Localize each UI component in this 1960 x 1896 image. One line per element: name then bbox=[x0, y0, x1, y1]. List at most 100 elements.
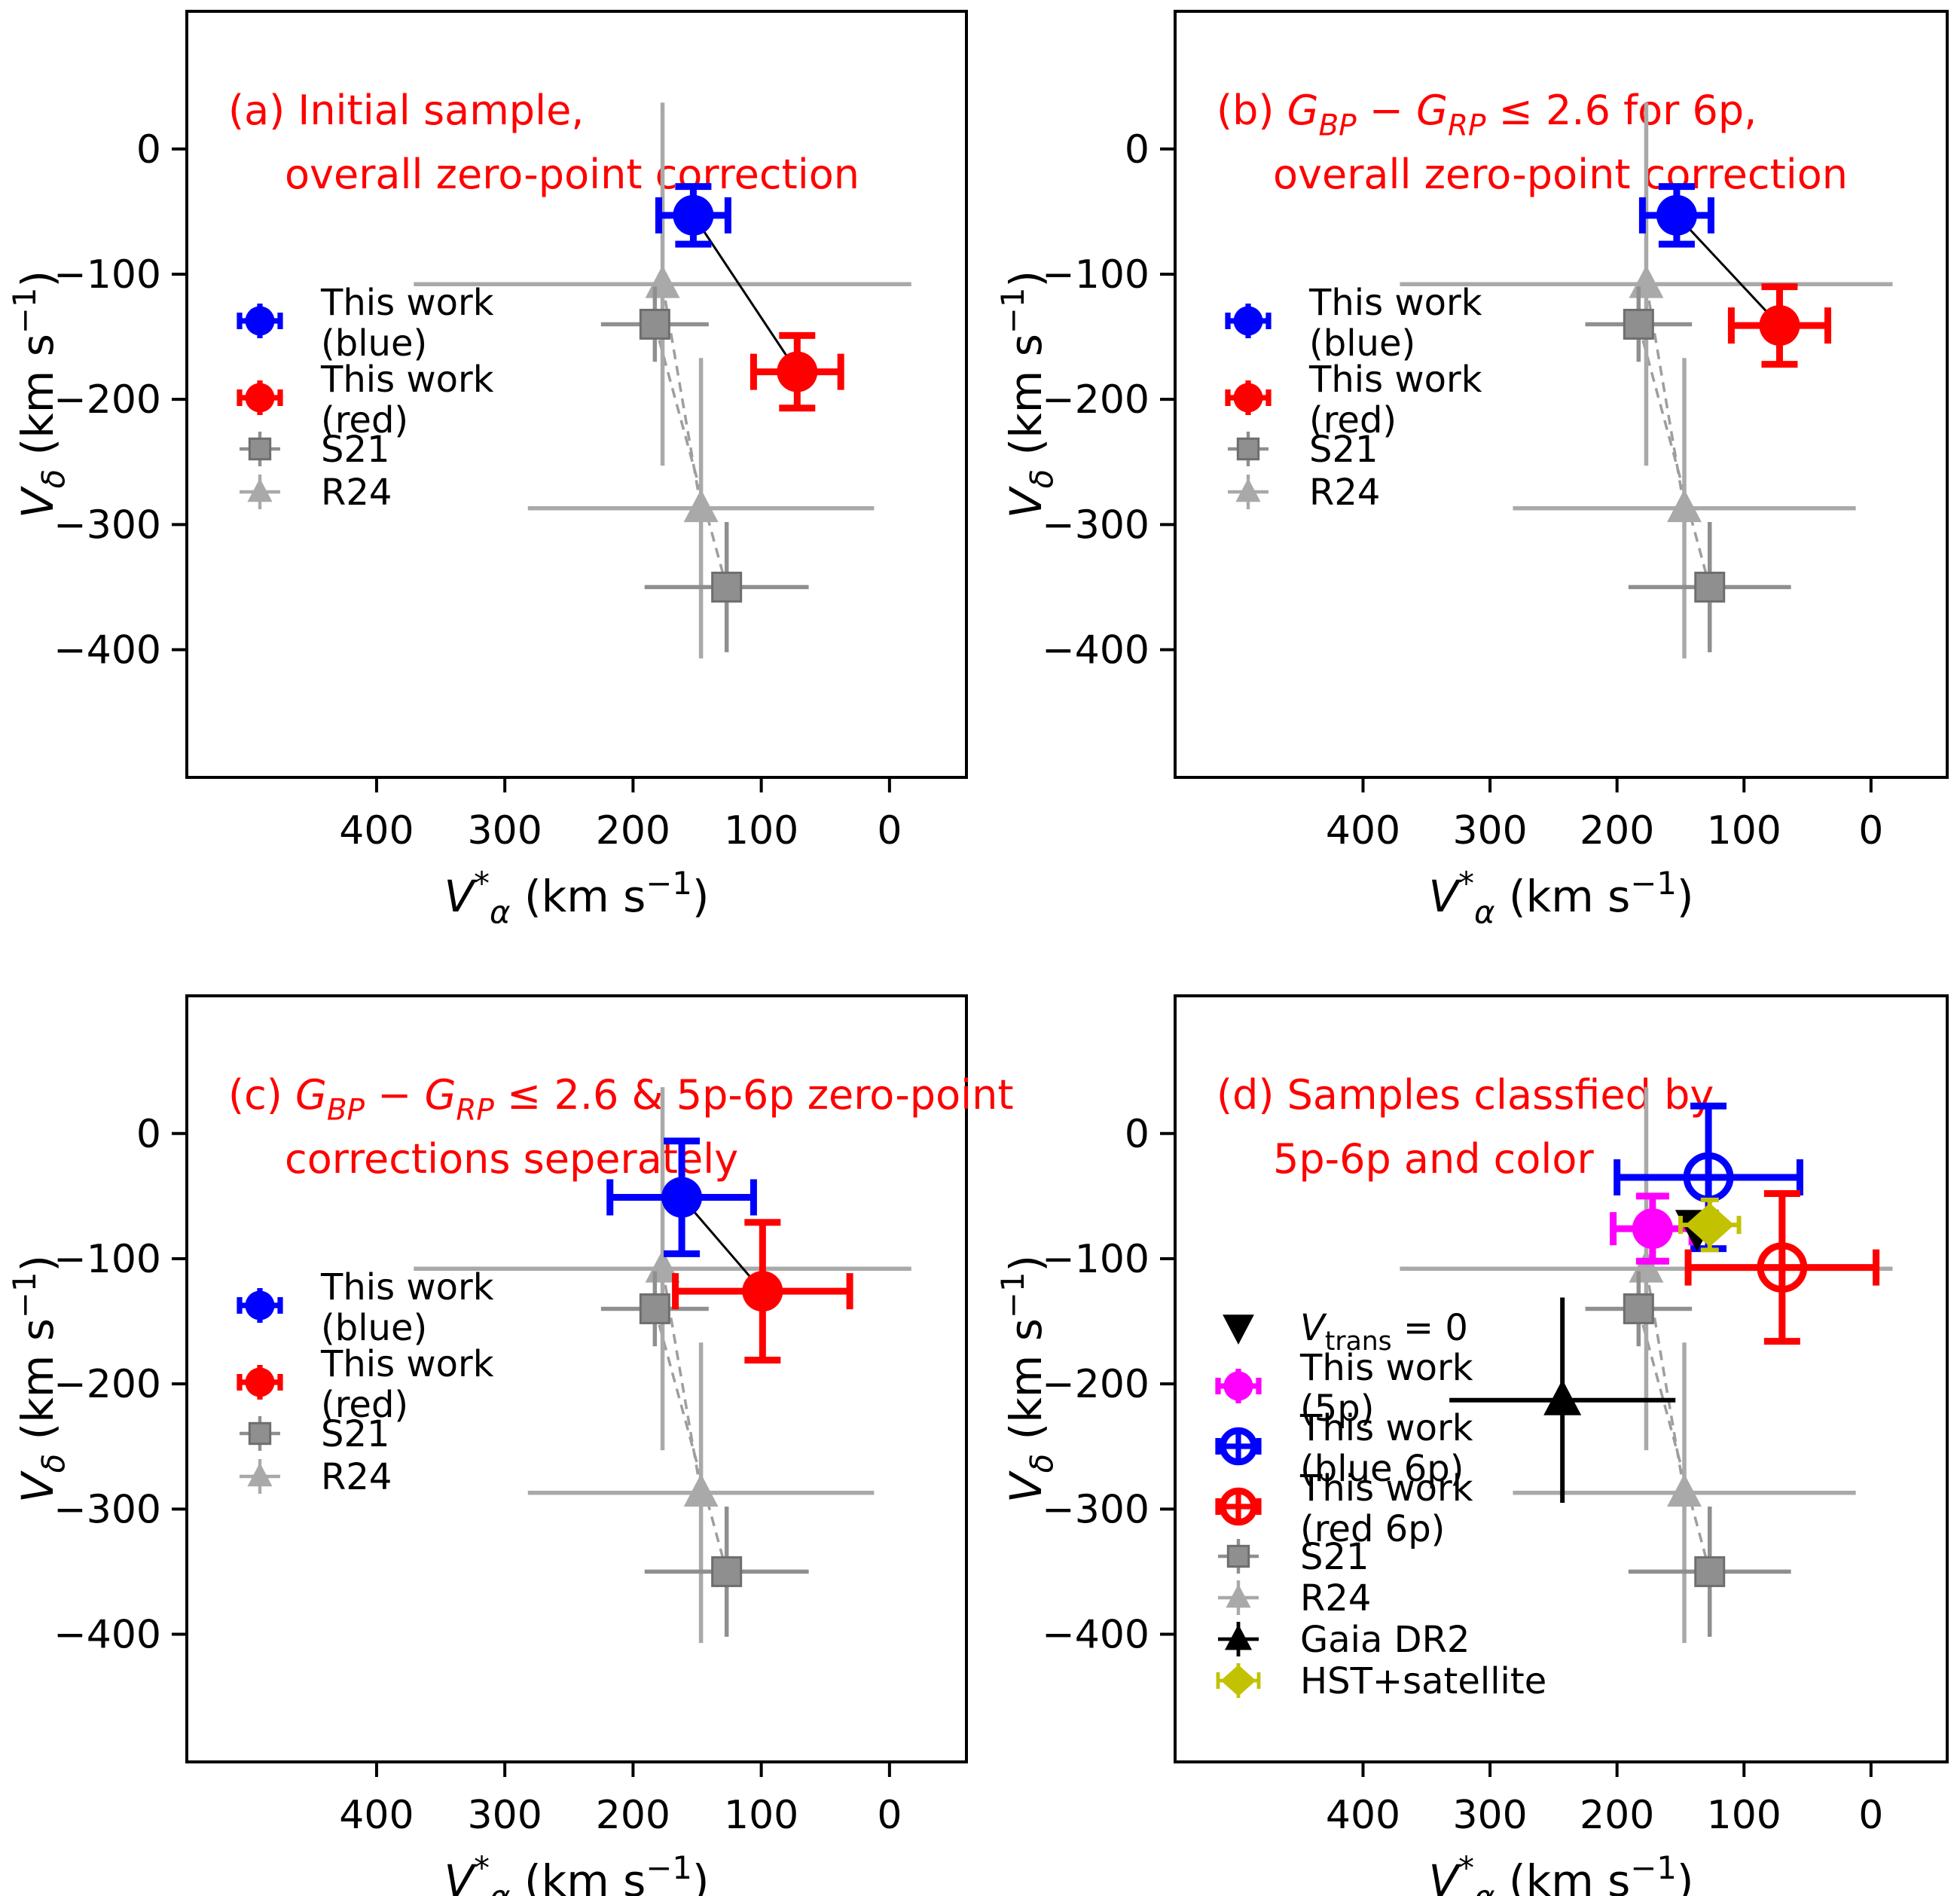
legend-label: S21 bbox=[1309, 429, 1378, 471]
data-point-this-work-blue bbox=[1656, 194, 1697, 236]
y-tick-label: −100 bbox=[53, 1237, 161, 1282]
panel-title-line-1: (b) GBP​ − GRP​ ≤ 2.6 for 6p, bbox=[1217, 87, 1757, 143]
series-this-work-blue bbox=[655, 183, 731, 248]
series-this-work-red-6p bbox=[1684, 1190, 1880, 1345]
x-axis-label: V*​α​ (km s−1​) bbox=[444, 865, 709, 931]
data-point-r24 bbox=[1629, 1249, 1664, 1283]
series-r24 bbox=[414, 1087, 911, 1644]
series-s21 bbox=[600, 1271, 809, 1637]
data-point-s21 bbox=[711, 571, 743, 603]
legend-entry-this-work-red: This work(red) bbox=[237, 359, 494, 441]
data-point-this-work-red bbox=[1759, 305, 1800, 347]
data-point-s21 bbox=[1623, 1293, 1654, 1324]
y-tick-label: −200 bbox=[1042, 1362, 1149, 1407]
series-hst-satellite bbox=[1678, 1197, 1742, 1253]
data-point-r24 bbox=[1667, 489, 1702, 523]
data-point-r24 bbox=[683, 1473, 719, 1507]
series-this-work-blue bbox=[1638, 183, 1714, 248]
legend-label: R24 bbox=[1309, 472, 1380, 514]
x-tick-label: 100 bbox=[1707, 1793, 1781, 1838]
legend-label: This work bbox=[1308, 359, 1482, 401]
data-point-this-work-blue bbox=[673, 194, 714, 236]
legend-entry-gaia-dr2: Gaia DR2 bbox=[1218, 1619, 1470, 1661]
series-this-work-red bbox=[1727, 283, 1832, 368]
y-tick-label: −100 bbox=[1042, 1237, 1149, 1282]
x-tick-label: 300 bbox=[468, 1793, 542, 1838]
legend-label: (5p) bbox=[1300, 1388, 1374, 1430]
legend-entry-vtrans: Vtrans​ = 0 bbox=[1223, 1307, 1468, 1357]
x-tick-label: 100 bbox=[1707, 808, 1781, 853]
x-axis-label: V*​α​ (km s−1​) bbox=[444, 1849, 709, 1896]
legend-label: This work bbox=[320, 1266, 494, 1308]
data-point-gaia-dr2 bbox=[1543, 1379, 1582, 1415]
panel-title-line-1: (a) Initial sample, bbox=[228, 87, 584, 134]
blue-red-connector bbox=[680, 1196, 764, 1293]
y-tick-label: −400 bbox=[1042, 628, 1149, 673]
legend-label: R24 bbox=[1300, 1577, 1371, 1620]
data-point-this-work-blue bbox=[661, 1177, 703, 1218]
legend-marker-this-work-red-6p bbox=[1219, 1487, 1258, 1526]
y-tick-label: −300 bbox=[1042, 502, 1149, 548]
data-point-this-work-red bbox=[777, 351, 818, 392]
legend-label: R24 bbox=[321, 472, 392, 514]
axes-spines bbox=[1174, 10, 1949, 779]
legend-marker-this-work-blue-6p bbox=[1219, 1427, 1258, 1466]
panel-a: 400 300 200 100 0 0 −100 −200 −300 −400 V*​α​ (km … bbox=[6, 10, 968, 931]
y-tick-label: −200 bbox=[53, 1362, 161, 1407]
x-tick-label: 0 bbox=[1858, 1793, 1883, 1838]
legend-marker-s21 bbox=[248, 437, 272, 461]
y-axis-label: Vδ​ (km s−1​) bbox=[6, 1255, 72, 1503]
legend-entry-r24: R24 bbox=[1228, 472, 1380, 514]
legend-label: This work bbox=[1299, 1347, 1473, 1389]
y-tick-label: −100 bbox=[53, 252, 161, 298]
legend-marker-s21 bbox=[1236, 437, 1260, 461]
axes-spines bbox=[185, 10, 968, 779]
y-tick-label: −300 bbox=[1042, 1487, 1149, 1532]
series-this-work-red bbox=[750, 331, 844, 412]
data-point-r24 bbox=[1629, 264, 1664, 298]
legend-entry-r24: R24 bbox=[1218, 1577, 1371, 1620]
legend-label: This work bbox=[320, 359, 494, 401]
y-axis-label: Vδ​ (km s−1​) bbox=[6, 270, 72, 518]
data-point-s21 bbox=[711, 1556, 743, 1587]
dashed-connector-s21 bbox=[1637, 1308, 1711, 1572]
panel-title-line-2: overall zero-point correction bbox=[1273, 151, 1848, 198]
legend-entry-this-work-red-6p: This work(red 6p) bbox=[1215, 1467, 1473, 1550]
legend-label: S21 bbox=[321, 429, 390, 471]
legend-marker-this-work-blue bbox=[1233, 306, 1263, 336]
legend-entry-s21: S21 bbox=[240, 429, 390, 471]
legend-label: (red) bbox=[321, 399, 408, 441]
data-point-r24 bbox=[1667, 1473, 1702, 1507]
legend-entry-r24: R24 bbox=[240, 472, 392, 514]
legend-label: (blue) bbox=[1309, 322, 1415, 365]
x-tick-label: 300 bbox=[1452, 1793, 1527, 1838]
legend-label: Gaia DR2 bbox=[1300, 1619, 1470, 1661]
panel-c: 400 300 200 100 0 0 −100 −200 −300 −400 V*​α​ (km … bbox=[6, 994, 1014, 1896]
legend-entry-r24: R24 bbox=[240, 1456, 392, 1498]
panel-title-line-1: (d) Samples classfied by bbox=[1217, 1071, 1714, 1119]
legend-marker-this-work-blue bbox=[245, 1290, 275, 1320]
x-tick-label: 300 bbox=[1452, 808, 1527, 853]
x-tick-label: 100 bbox=[724, 1793, 798, 1838]
x-tick-label: 400 bbox=[1326, 1793, 1400, 1838]
data-point-hst-satellite bbox=[1685, 1203, 1735, 1247]
legend-label: This work bbox=[320, 1343, 494, 1385]
x-tick-label: 0 bbox=[877, 1793, 902, 1838]
dashed-connector-s21 bbox=[653, 1308, 728, 1572]
legend-marker-this-work-blue bbox=[245, 306, 275, 336]
legend-entry-this-work-blue: This work(blue) bbox=[237, 282, 494, 365]
x-tick-label: 0 bbox=[1858, 808, 1883, 853]
y-axis-label: Vδ​ (km s−1​) bbox=[994, 270, 1061, 518]
y-tick-label: −200 bbox=[53, 377, 161, 423]
y-tick-label: −300 bbox=[53, 502, 161, 548]
legend-marker-gaia-dr2 bbox=[1225, 1624, 1252, 1650]
data-point-this-work-red-6p bbox=[1757, 1242, 1808, 1293]
blue-red-connector bbox=[1675, 214, 1781, 327]
y-tick-label: −100 bbox=[1042, 252, 1149, 298]
y-tick-label: −400 bbox=[53, 1613, 161, 1658]
